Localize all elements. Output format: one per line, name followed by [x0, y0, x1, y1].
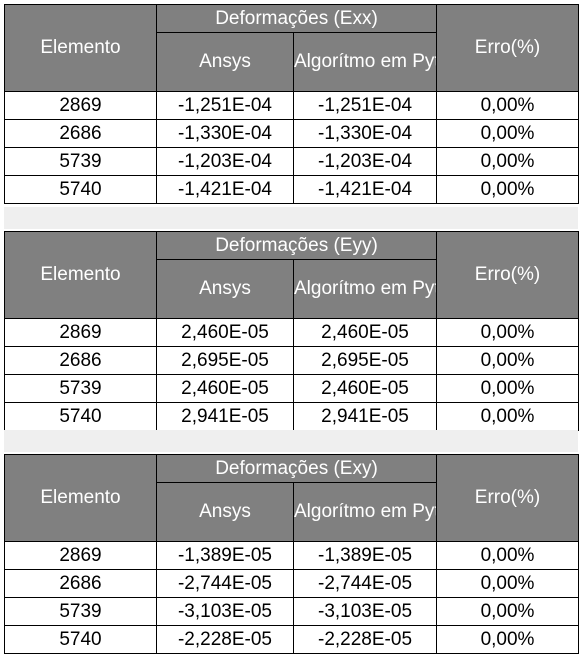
- table-row: 2869 2,460E-05 2,460E-05 0,00%: [4, 318, 580, 347]
- header-ansys: Ansys: [156, 259, 294, 319]
- cell-element: 5740: [4, 625, 157, 654]
- cell-error: 0,00%: [436, 346, 580, 375]
- header-group: Deformações (Exx): [155, 4, 438, 33]
- separator: [4, 430, 578, 452]
- separator: [4, 207, 578, 229]
- cell-error: 0,00%: [436, 147, 580, 176]
- cell-ansys: -1,421E-04: [156, 175, 294, 204]
- cell-ansys: -2,744E-05: [156, 569, 294, 598]
- cell-element: 2869: [4, 318, 157, 347]
- table-row: 5739 2,460E-05 2,460E-05 0,00%: [4, 374, 580, 403]
- cell-error: 0,00%: [436, 175, 580, 204]
- cell-ansys: 2,460E-05: [156, 374, 294, 403]
- header-group: Deformações (Exy): [155, 454, 438, 483]
- table-row: 2869 -1,251E-04 -1,251E-04 0,00%: [4, 91, 580, 120]
- strain-table-eyy: Elemento Deformações (Eyy) Erro(%) Ansys…: [4, 231, 580, 431]
- cell-element: 2686: [4, 569, 157, 598]
- table-row: 2686 -2,744E-05 -2,744E-05 0,00%: [4, 569, 580, 598]
- header-erro: Erro(%): [436, 454, 580, 542]
- cell-element: 2869: [4, 541, 157, 570]
- strain-table-exx: Elemento Deformações (Exx) Erro(%) Ansys…: [4, 4, 580, 204]
- cell-python: -2,228E-05: [292, 625, 438, 654]
- cell-ansys: -3,103E-05: [156, 597, 294, 626]
- cell-python: -1,330E-04: [292, 119, 438, 148]
- cell-python: 2,695E-05: [292, 346, 438, 375]
- strain-table-exy: Elemento Deformações (Exy) Erro(%) Ansys…: [4, 454, 580, 654]
- cell-error: 0,00%: [436, 597, 580, 626]
- cell-element: 5739: [4, 374, 157, 403]
- header-elemento: Elemento: [4, 454, 157, 542]
- table-row: 5739 -1,203E-04 -1,203E-04 0,00%: [4, 147, 580, 176]
- cell-element: 5740: [4, 175, 157, 204]
- header-python: Algorítmo em Python: [292, 32, 438, 92]
- table-row: 5740 2,941E-05 2,941E-05 0,00%: [4, 402, 580, 431]
- table-row: 5740 -2,228E-05 -2,228E-05 0,00%: [4, 625, 580, 654]
- cell-error: 0,00%: [436, 541, 580, 570]
- header-erro: Erro(%): [436, 4, 580, 92]
- cell-element: 2869: [4, 91, 157, 120]
- header-ansys: Ansys: [156, 482, 294, 542]
- cell-ansys: -1,389E-05: [156, 541, 294, 570]
- header-erro: Erro(%): [436, 231, 580, 319]
- cell-python: 2,460E-05: [292, 374, 438, 403]
- cell-element: 5739: [4, 147, 157, 176]
- header-python: Algorítmo em Python: [292, 259, 438, 319]
- cell-ansys: 2,460E-05: [156, 318, 294, 347]
- cell-element: 2686: [4, 119, 157, 148]
- cell-error: 0,00%: [436, 91, 580, 120]
- cell-python: -1,389E-05: [292, 541, 438, 570]
- table-row: 5739 -3,103E-05 -3,103E-05 0,00%: [4, 597, 580, 626]
- cell-python: -2,744E-05: [292, 569, 438, 598]
- cell-error: 0,00%: [436, 119, 580, 148]
- cell-element: 2686: [4, 346, 157, 375]
- cell-element: 5740: [4, 402, 157, 431]
- cell-error: 0,00%: [436, 318, 580, 347]
- cell-ansys: -1,330E-04: [156, 119, 294, 148]
- table-block-eyy: Elemento Deformações (Eyy) Erro(%) Ansys…: [4, 231, 580, 431]
- table-block-exy: Elemento Deformações (Exy) Erro(%) Ansys…: [4, 454, 580, 654]
- table-row: 2869 -1,389E-05 -1,389E-05 0,00%: [4, 541, 580, 570]
- cell-element: 5739: [4, 597, 157, 626]
- table-row: 2686 -1,330E-04 -1,330E-04 0,00%: [4, 119, 580, 148]
- cell-error: 0,00%: [436, 569, 580, 598]
- cell-error: 0,00%: [436, 402, 580, 431]
- table-row: 2686 2,695E-05 2,695E-05 0,00%: [4, 346, 580, 375]
- cell-python: 2,941E-05: [292, 402, 438, 431]
- cell-python: -1,251E-04: [292, 91, 438, 120]
- table-row: 5740 -1,421E-04 -1,421E-04 0,00%: [4, 175, 580, 204]
- header-ansys: Ansys: [156, 32, 294, 92]
- header-elemento: Elemento: [4, 231, 157, 319]
- table-block-exx: Elemento Deformações (Exx) Erro(%) Ansys…: [4, 4, 580, 204]
- cell-ansys: 2,941E-05: [156, 402, 294, 431]
- cell-python: -1,203E-04: [292, 147, 438, 176]
- cell-python: 2,460E-05: [292, 318, 438, 347]
- header-group: Deformações (Eyy): [155, 231, 438, 260]
- cell-error: 0,00%: [436, 625, 580, 654]
- cell-ansys: -2,228E-05: [156, 625, 294, 654]
- cell-ansys: -1,251E-04: [156, 91, 294, 120]
- cell-ansys: -1,203E-04: [156, 147, 294, 176]
- cell-python: -3,103E-05: [292, 597, 438, 626]
- cell-ansys: 2,695E-05: [156, 346, 294, 375]
- header-elemento: Elemento: [4, 4, 157, 92]
- cell-python: -1,421E-04: [292, 175, 438, 204]
- header-python: Algorítmo em Python: [292, 482, 438, 542]
- cell-error: 0,00%: [436, 374, 580, 403]
